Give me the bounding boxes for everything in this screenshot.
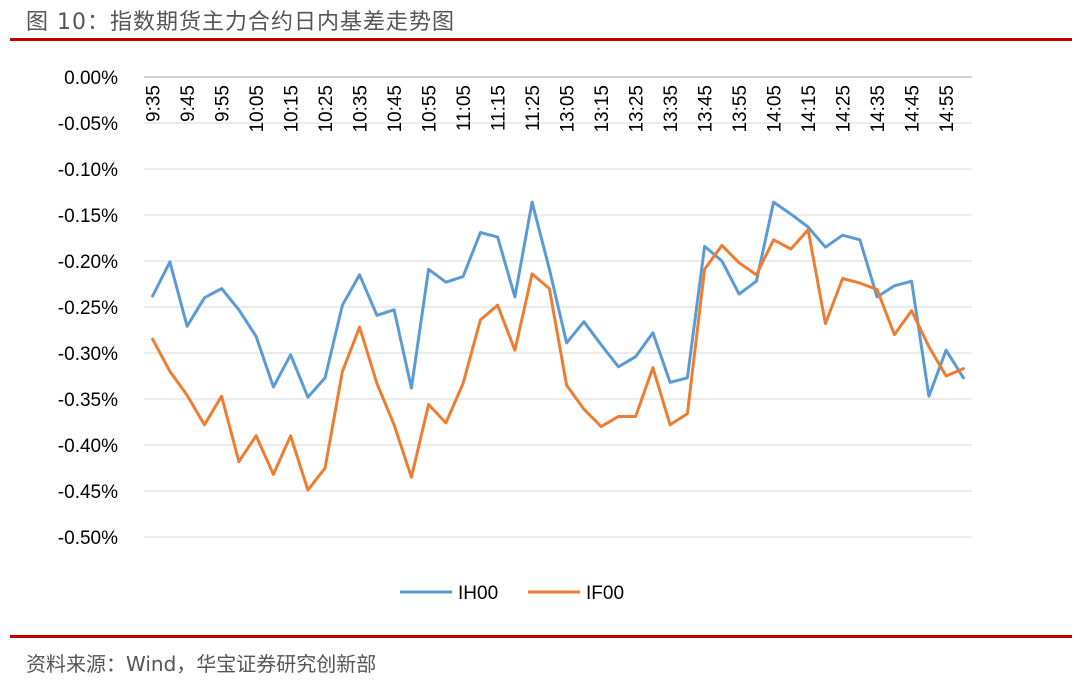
y-tick-label: -0.15% [58,206,118,227]
x-tick-label: 14:45 [903,85,924,133]
y-tick-label: -0.45% [58,482,118,503]
y-tick-label: -0.10% [58,160,118,181]
x-tick-label: 10:35 [351,85,372,133]
x-tick-label: 10:45 [385,85,406,133]
x-tick-label: 13:55 [730,85,751,133]
x-tick-label: 10:25 [316,85,337,133]
legend-item-if00: IF00 [528,583,624,604]
bottom-divider [10,635,1072,638]
x-tick-label: 10:05 [247,85,268,133]
legend-label: IH00 [458,583,498,604]
figure-title: 图 10：指数期货主力合约日内基差走势图 [26,10,455,35]
y-tick-label: -0.25% [58,298,118,319]
top-divider [10,38,1072,41]
x-tick-label: 13:05 [558,85,579,133]
x-tick-label: 14:15 [799,85,820,133]
x-tick-label: 13:35 [661,85,682,133]
x-tick-label: 10:55 [420,85,441,133]
x-tick-label: 14:35 [868,85,889,133]
y-tick-label: -0.35% [58,390,118,411]
legend-item-ih00: IH00 [400,583,498,604]
x-tick-label: 9:45 [178,85,199,122]
y-tick-label: -0.20% [58,252,118,273]
series-line-ih00 [151,200,965,399]
y-tick-label: -0.50% [58,528,118,549]
x-tick-label: 11:15 [489,85,510,131]
x-tick-label: 9:35 [144,85,165,122]
x-tick-label: 13:15 [592,85,613,133]
y-tick-label: 0.00% [64,68,118,89]
legend-label: IF00 [586,583,624,604]
x-tick-label: 11:25 [523,85,544,131]
x-tick-label: 9:55 [213,85,234,122]
source-note: 资料来源：Wind，华宝证券研究创新部 [26,652,377,676]
x-tick-label: 14:05 [765,85,786,133]
x-tick-label: 10:15 [282,85,303,133]
x-tick-label: 11:05 [454,85,475,131]
x-tick-label: 13:25 [627,85,648,133]
y-tick-label: -0.40% [58,436,118,457]
series-line-if00 [151,228,965,492]
x-tick-label: 14:55 [937,85,958,133]
y-tick-label: -0.30% [58,344,118,365]
y-tick-label: -0.05% [58,114,118,135]
x-tick-label: 13:45 [696,85,717,133]
x-tick-label: 14:25 [834,85,855,133]
